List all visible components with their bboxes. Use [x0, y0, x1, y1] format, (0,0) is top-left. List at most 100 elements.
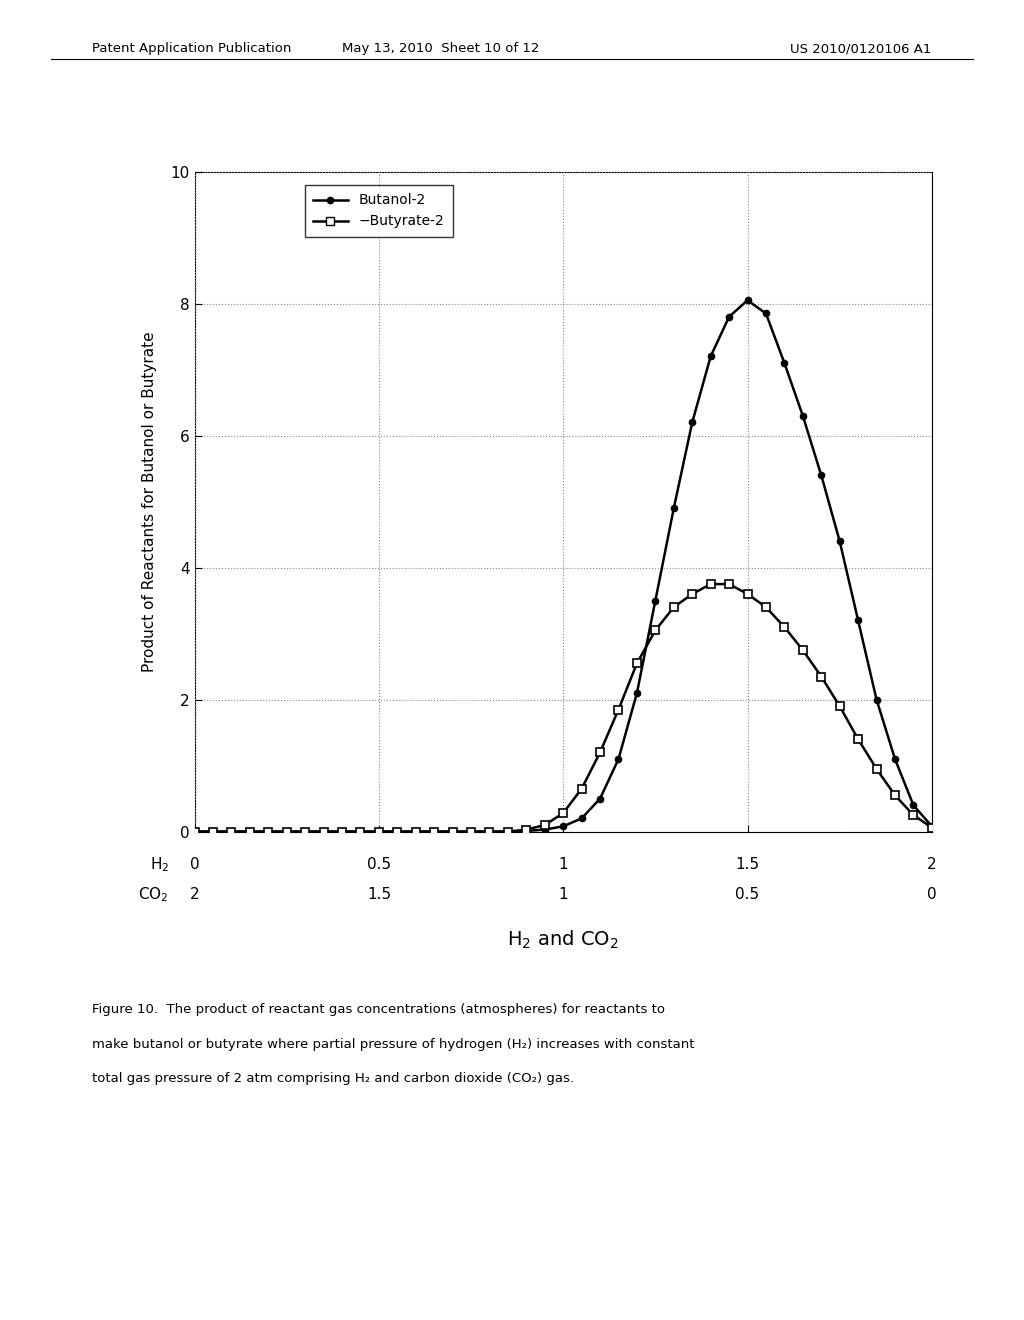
Butanol-2	[649, 593, 662, 609]
Butanol-2	[391, 824, 403, 840]
 -Butyrate-2	[705, 576, 717, 591]
 -Butyrate-2	[539, 817, 551, 833]
Butanol-2	[594, 791, 606, 807]
 -Butyrate-2	[723, 576, 735, 591]
 -Butyrate-2	[317, 824, 330, 840]
 -Butyrate-2	[336, 824, 348, 840]
 -Butyrate-2	[410, 824, 422, 840]
 -Butyrate-2	[778, 619, 791, 635]
Butanol-2	[686, 414, 698, 430]
 -Butyrate-2	[926, 820, 938, 836]
 -Butyrate-2	[557, 805, 569, 821]
Text: total gas pressure of 2 atm comprising H₂ and carbon dioxide (CO₂) gas.: total gas pressure of 2 atm comprising H…	[92, 1072, 574, 1085]
Butanol-2	[631, 685, 643, 701]
Line: Butanol-2: Butanol-2	[191, 297, 935, 834]
Butanol-2	[262, 824, 274, 840]
 -Butyrate-2	[889, 787, 901, 803]
Text: 1.5: 1.5	[735, 857, 760, 873]
Butanol-2	[907, 797, 920, 813]
 -Butyrate-2	[649, 622, 662, 638]
 -Butyrate-2	[465, 824, 477, 840]
 -Butyrate-2	[262, 824, 274, 840]
Butanol-2	[428, 824, 440, 840]
Butanol-2	[870, 692, 883, 708]
 -Butyrate-2	[594, 744, 606, 760]
 -Butyrate-2	[207, 824, 219, 840]
 -Butyrate-2	[281, 824, 293, 840]
 -Butyrate-2	[870, 760, 883, 776]
Butanol-2	[502, 824, 514, 840]
 -Butyrate-2	[612, 702, 625, 718]
Butanol-2	[852, 612, 864, 628]
Butanol-2	[244, 824, 256, 840]
Butanol-2	[575, 810, 588, 826]
Butanol-2	[446, 824, 459, 840]
Butanol-2	[207, 824, 219, 840]
Butanol-2	[317, 824, 330, 840]
Text: 2: 2	[189, 887, 200, 903]
 -Butyrate-2	[668, 599, 680, 615]
Text: 0: 0	[927, 887, 937, 903]
Butanol-2	[889, 751, 901, 767]
Text: 2: 2	[927, 857, 937, 873]
 -Butyrate-2	[391, 824, 403, 840]
Line:  -Butyrate-2: -Butyrate-2	[190, 579, 936, 836]
Butanol-2	[225, 824, 238, 840]
 -Butyrate-2	[686, 586, 698, 602]
Butanol-2	[778, 355, 791, 371]
Butanol-2	[815, 467, 827, 483]
Butanol-2	[188, 824, 201, 840]
 -Butyrate-2	[483, 824, 496, 840]
 -Butyrate-2	[446, 824, 459, 840]
 -Butyrate-2	[907, 807, 920, 824]
Butanol-2	[336, 824, 348, 840]
Text: H$_2$ and CO$_2$: H$_2$ and CO$_2$	[508, 929, 618, 950]
Butanol-2	[465, 824, 477, 840]
 -Butyrate-2	[575, 781, 588, 797]
Legend: Butanol-2, −Butyrate-2: Butanol-2, −Butyrate-2	[305, 185, 453, 236]
 -Butyrate-2	[741, 586, 754, 602]
Butanol-2	[539, 821, 551, 838]
 -Butyrate-2	[299, 824, 311, 840]
Text: Patent Application Publication: Patent Application Publication	[92, 42, 292, 55]
Butanol-2	[705, 348, 717, 364]
 -Butyrate-2	[631, 655, 643, 671]
 -Butyrate-2	[244, 824, 256, 840]
Text: 1: 1	[558, 887, 568, 903]
Butanol-2	[741, 292, 754, 308]
Butanol-2	[797, 408, 809, 424]
 -Butyrate-2	[225, 824, 238, 840]
 -Butyrate-2	[188, 824, 201, 840]
 -Butyrate-2	[760, 599, 772, 615]
Butanol-2	[926, 818, 938, 834]
Butanol-2	[760, 305, 772, 321]
Text: 0: 0	[189, 857, 200, 873]
 -Butyrate-2	[428, 824, 440, 840]
 -Butyrate-2	[834, 698, 846, 714]
Butanol-2	[612, 751, 625, 767]
Butanol-2	[520, 824, 532, 840]
 -Butyrate-2	[797, 643, 809, 659]
Text: H$_2$: H$_2$	[150, 855, 169, 874]
Text: 1.5: 1.5	[367, 887, 391, 903]
Y-axis label: Product of Reactants for Butanol or Butyrate: Product of Reactants for Butanol or Buty…	[141, 331, 157, 672]
Butanol-2	[834, 533, 846, 549]
Text: May 13, 2010  Sheet 10 of 12: May 13, 2010 Sheet 10 of 12	[342, 42, 539, 55]
Text: CO$_2$: CO$_2$	[138, 886, 169, 904]
Butanol-2	[557, 818, 569, 834]
 -Butyrate-2	[852, 731, 864, 747]
Butanol-2	[373, 824, 385, 840]
Butanol-2	[281, 824, 293, 840]
Text: make butanol or butyrate where partial pressure of hydrogen (H₂) increases with : make butanol or butyrate where partial p…	[92, 1038, 694, 1051]
 -Butyrate-2	[373, 824, 385, 840]
Butanol-2	[668, 500, 680, 516]
Text: US 2010/0120106 A1: US 2010/0120106 A1	[791, 42, 932, 55]
 -Butyrate-2	[520, 821, 532, 838]
 -Butyrate-2	[502, 824, 514, 840]
Text: 1: 1	[558, 857, 568, 873]
Text: Figure 10.  The product of reactant gas concentrations (atmospheres) for reactan: Figure 10. The product of reactant gas c…	[92, 1003, 666, 1016]
Butanol-2	[299, 824, 311, 840]
Butanol-2	[410, 824, 422, 840]
Butanol-2	[354, 824, 367, 840]
Text: 0.5: 0.5	[735, 887, 760, 903]
